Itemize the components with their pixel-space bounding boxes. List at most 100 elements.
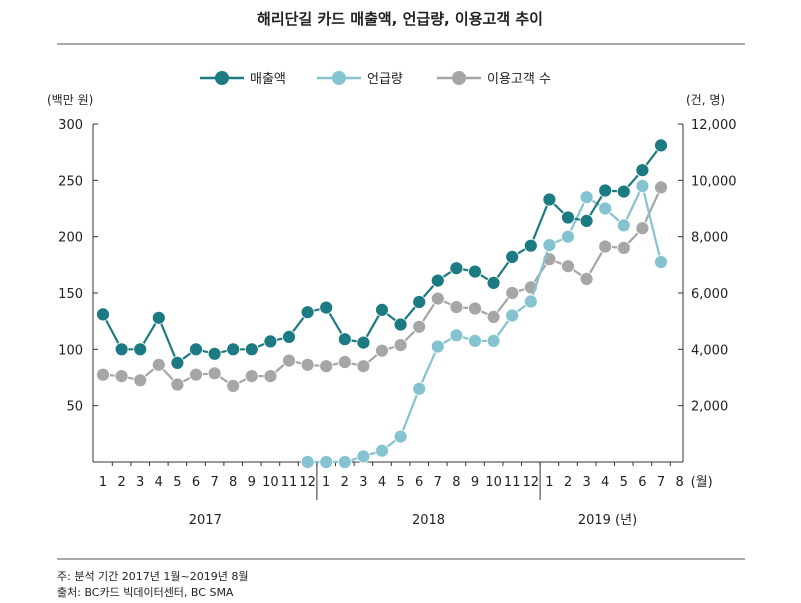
data-point [561,210,575,225]
right-tick-label: 6,000 [691,287,728,302]
data-point [505,286,520,300]
right-tick-label: 10,000 [691,174,737,189]
series-2 [300,179,668,469]
data-point [207,366,222,381]
x-tick-label: 1 [545,475,553,490]
series-1 [96,138,668,370]
data-point [356,335,371,350]
left-tick-label: 250 [58,174,83,189]
data-point [96,307,110,322]
year-label: 2018 [412,513,445,528]
x-tick-label: 9 [248,475,256,490]
data-point [449,261,464,276]
year-label: 2017 [189,513,222,528]
data-point [263,334,278,349]
data-point [282,329,296,344]
data-point [542,192,557,207]
data-point [412,381,427,396]
x-tick-label: 11 [281,475,298,490]
data-point [151,357,166,372]
axes: 50 100 150 200 250 300 2,000 4,000 6,000 8,000 10,… [58,118,736,528]
data-point [616,184,631,199]
data-point [468,301,482,316]
x-tick-label: 10 [485,475,502,490]
data-point [189,367,203,382]
x-tick-label: 12 [523,475,540,490]
x-tick-label: 5 [396,475,404,490]
data-point [375,302,389,317]
right-tick-label: 12,000 [691,118,737,133]
data-point [449,300,464,315]
data-point [579,190,594,205]
x-tick-label: 8 [229,475,237,490]
left-tick-label: 200 [58,231,83,246]
x-tick-label: 2 [341,475,349,490]
x-tick-label: 9 [471,475,479,490]
data-point [505,249,520,264]
left-tick-label: 50 [66,400,83,415]
x-axis-unit: (월) [691,475,713,490]
x-tick-label: 5 [620,475,628,490]
x-tick-label: 7 [657,475,665,490]
x-tick-label: 8 [452,475,460,490]
data-point [114,369,129,384]
legend-marker [332,71,346,85]
data-point [393,338,408,353]
year-label: 2019 (년) [578,513,637,528]
x-tick-label: 6 [638,475,646,490]
left-tick-label: 150 [58,287,83,302]
note-source: 출처: BC카드 빅데이터센터, BC SMA [57,586,234,599]
data-point [412,295,427,309]
data-point [542,238,557,253]
data-point [375,443,389,458]
x-tick-label: 2 [117,475,125,490]
x-tick-label: 7 [434,475,442,490]
data-point [319,359,334,374]
data-point [133,373,148,388]
data-point [263,369,278,384]
data-point [486,309,501,324]
data-point [319,300,334,315]
data-point [579,271,594,286]
data-point [468,333,482,348]
data-point [282,353,296,368]
legend-marker [452,71,466,85]
data-point [375,343,389,358]
right-tick-label: 4,000 [691,343,728,358]
data-point [523,238,538,253]
data-point [114,342,129,357]
data-point [170,377,185,392]
data-point [393,429,408,444]
data-point [654,180,668,195]
data-point [244,342,259,357]
series-line [307,182,663,464]
legend: 매출액 언급량 이용고객 수 [200,71,551,87]
legend-label: 매출액 [250,72,286,87]
data-point [616,240,631,255]
data-point [189,342,203,357]
right-tick-label: 8,000 [691,231,728,246]
x-tick-label: 10 [262,475,279,490]
legend-marker [215,71,229,85]
data-point [151,310,166,325]
data-point [579,213,594,228]
left-axis-unit: (백만 원) [47,93,93,107]
x-tick-label: 11 [504,475,521,490]
data-point [430,291,445,306]
series-3 [96,180,668,393]
data-point [654,255,668,269]
data-point [300,357,315,372]
data-point [226,378,241,393]
data-point [207,346,222,361]
data-point [319,455,334,469]
x-tick-label: 7 [210,475,218,490]
right-tick-label: 2,000 [691,400,728,415]
x-tick-label: 4 [601,475,609,490]
x-tick-label: 1 [99,475,107,490]
legend-label: 이용고객 수 [487,72,551,87]
data-point [356,449,371,464]
data-point [393,317,408,332]
data-point [449,328,464,343]
